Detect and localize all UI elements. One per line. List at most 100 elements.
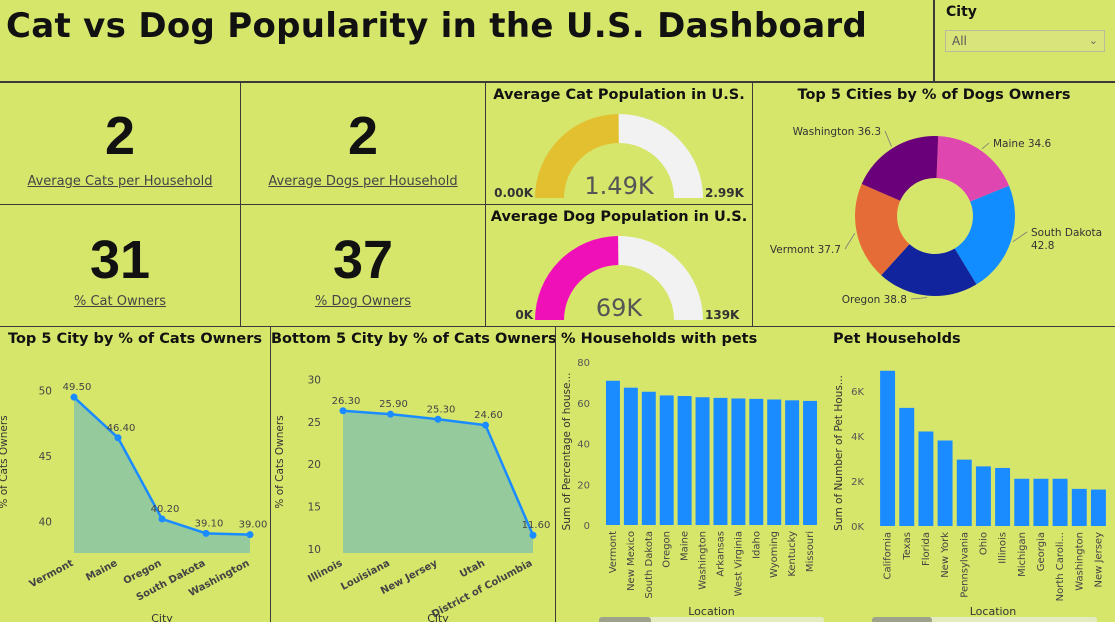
bar bbox=[659, 395, 674, 525]
gauge-min-label: 0.00K bbox=[494, 186, 534, 200]
x-tick-label: Maine bbox=[680, 531, 691, 561]
x-tick-label: Maine bbox=[84, 558, 119, 584]
donut-slice bbox=[855, 183, 910, 276]
bar bbox=[1052, 478, 1068, 526]
slicer-label: City bbox=[946, 4, 977, 20]
city-slicer: City All ⌄ bbox=[934, 0, 1115, 82]
bar bbox=[995, 467, 1011, 526]
donut-label: Oregon 38.8 bbox=[842, 294, 907, 306]
y-tick-label: 4K bbox=[851, 432, 864, 443]
y-tick-label: 2K bbox=[851, 477, 864, 488]
chevron-down-icon[interactable]: ⌄ bbox=[1088, 34, 1098, 47]
page-title: Cat vs Dog Popularity in the U.S. Dashbo… bbox=[6, 6, 868, 46]
y-tick-label: 0 bbox=[584, 521, 590, 532]
data-point bbox=[114, 434, 122, 442]
donut-label: Washington 36.3 bbox=[793, 126, 881, 138]
x-axis-title: Location bbox=[688, 605, 735, 618]
leader-line bbox=[1012, 231, 1028, 243]
x-tick-label: Wyoming bbox=[769, 531, 780, 578]
data-label: 26.30 bbox=[332, 396, 361, 407]
x-tick-label: Florida bbox=[921, 532, 932, 566]
y-axis-title: Sum of Percentage of house... bbox=[561, 373, 573, 531]
x-tick-label: Washington bbox=[698, 531, 709, 590]
x-tick-label: Michigan bbox=[1017, 532, 1028, 577]
bar bbox=[623, 387, 638, 525]
x-tick-label: North Caroli... bbox=[1055, 532, 1066, 601]
data-point bbox=[246, 531, 254, 539]
data-label: 11.60 bbox=[522, 520, 551, 531]
cat-gauge-chart: 1.49K 0.00K 2.99K bbox=[494, 114, 745, 200]
data-point bbox=[482, 421, 489, 429]
data-point bbox=[529, 531, 537, 539]
y-tick-label: 15 bbox=[308, 501, 321, 513]
data-point bbox=[70, 393, 78, 401]
y-axis-title: % of Cats Owners bbox=[274, 415, 286, 508]
city-dropdown[interactable]: All ⌄ bbox=[945, 30, 1105, 52]
pet-households-chart: 0K 2K 4K 6K California Texas Florida New York Pe… bbox=[833, 370, 1106, 618]
x-tick-label: Missouri bbox=[805, 531, 816, 572]
x-axis-title: Location bbox=[970, 605, 1017, 618]
kpi-value: 37 bbox=[332, 230, 394, 290]
kpi-label: % Dog Owners bbox=[314, 294, 412, 309]
bar bbox=[1071, 488, 1087, 526]
x-tick-label: Illinois bbox=[998, 532, 1009, 564]
leader-line bbox=[981, 142, 990, 150]
header-panel: Cat vs Dog Popularity in the U.S. Dashbo… bbox=[0, 0, 934, 82]
x-tick-label: Oregon bbox=[662, 531, 673, 568]
bar bbox=[880, 370, 896, 526]
x-tick-label: Vermont bbox=[608, 531, 619, 573]
bar bbox=[956, 459, 972, 526]
gauge-track bbox=[618, 114, 703, 198]
bar bbox=[1090, 489, 1106, 526]
gauge-fill bbox=[535, 236, 619, 320]
bar bbox=[899, 407, 915, 526]
data-label: 40.20 bbox=[151, 504, 180, 515]
kpi-value: 31 bbox=[89, 230, 151, 290]
y-tick-label: 40 bbox=[577, 440, 590, 451]
data-label: 39.00 bbox=[239, 520, 268, 531]
x-tick-label: South Dakota bbox=[644, 531, 655, 599]
y-tick-label: 45 bbox=[39, 451, 52, 463]
data-label: 25.90 bbox=[379, 399, 408, 410]
bar bbox=[1014, 478, 1030, 526]
y-tick-label: 40 bbox=[39, 517, 52, 529]
dog-gauge-chart: 69K 0K 139K bbox=[515, 236, 740, 322]
gauge-value-label: 1.49K bbox=[584, 172, 654, 200]
households-pets-chart: 0 20 40 60 80 Vermont New Mexico South Dakota Or… bbox=[561, 358, 818, 618]
data-label: 25.30 bbox=[427, 404, 456, 415]
y-tick-label: 50 bbox=[39, 386, 52, 398]
data-point bbox=[339, 407, 347, 415]
bar bbox=[605, 380, 620, 525]
x-tick-label: New Jersey bbox=[1093, 532, 1104, 588]
x-tick-label: California bbox=[883, 532, 894, 580]
data-point bbox=[387, 410, 394, 418]
bars-panel: % Households with pets Pet Households 0 2… bbox=[555, 326, 1115, 622]
dog-donut-panel: Top 5 Cities by % of Dogs Owners Maine 3… bbox=[752, 82, 1115, 327]
donut-label: South Dakota bbox=[1031, 227, 1102, 239]
y-axis-title: % of Cats Owners bbox=[0, 415, 10, 508]
gauge-track bbox=[618, 236, 703, 320]
kpi-cat-owners: 31 % Cat Owners bbox=[0, 204, 241, 327]
x-tick-label: Illinois bbox=[306, 558, 344, 585]
x-tick-label: Arkansas bbox=[715, 531, 726, 577]
kpi-label: Average Dogs per Household bbox=[268, 174, 458, 189]
bottom-cats-chart: 101520253026.30Illinois25.90Louisiana25.… bbox=[274, 374, 551, 622]
y-tick-label: 10 bbox=[308, 544, 321, 556]
x-axis-title: City bbox=[427, 612, 449, 622]
donut-slice bbox=[881, 244, 977, 296]
scrollbar-track[interactable] bbox=[599, 617, 824, 622]
x-tick-label: Pennsylvania bbox=[959, 532, 970, 598]
scrollbar-thumb[interactable] bbox=[872, 617, 932, 622]
data-point bbox=[202, 529, 210, 537]
data-point bbox=[434, 415, 442, 423]
bar bbox=[1033, 478, 1049, 526]
leader-line bbox=[910, 297, 928, 300]
x-tick-label: New York bbox=[940, 532, 951, 578]
bar bbox=[731, 398, 746, 525]
bar bbox=[677, 396, 692, 525]
scrollbar-track[interactable] bbox=[872, 617, 1097, 622]
x-tick-label: Vermont bbox=[28, 558, 76, 590]
scrollbar-thumb[interactable] bbox=[599, 617, 651, 622]
bar bbox=[641, 391, 656, 525]
